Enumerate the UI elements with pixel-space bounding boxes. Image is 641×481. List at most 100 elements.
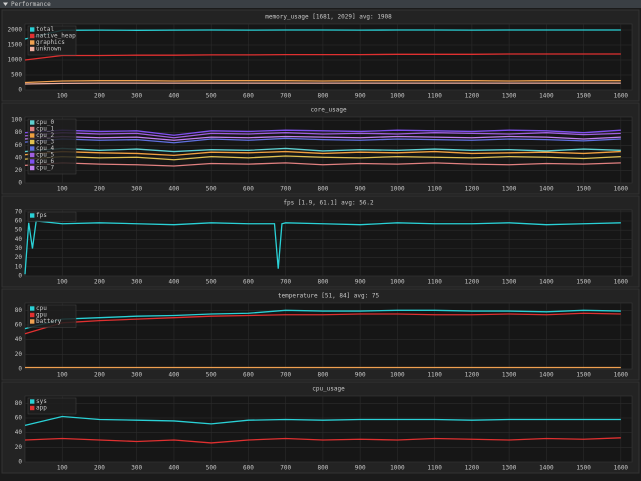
x-tick-label: 500 [206, 465, 217, 472]
legend-swatch [30, 319, 35, 324]
x-tick-label: 1100 [427, 93, 442, 100]
legend-swatch [30, 133, 35, 138]
x-tick-label: 1200 [465, 372, 480, 379]
y-tick-label: 0 [18, 180, 22, 187]
x-tick-label: 1300 [502, 465, 517, 472]
x-tick-label: 700 [280, 186, 291, 193]
x-tick-label: 1300 [502, 93, 517, 100]
legend-swatch [30, 126, 35, 132]
legend-label: unknown [36, 46, 62, 53]
x-tick-label: 300 [131, 279, 142, 286]
x-tick-label: 500 [206, 372, 217, 379]
legend-swatch [30, 159, 35, 164]
y-tick-label: 0 [18, 459, 22, 466]
x-tick-label: 1400 [539, 372, 554, 379]
legend-box [27, 118, 77, 175]
series-line [24, 162, 621, 167]
legend-swatch [30, 213, 35, 218]
legend-swatch [30, 40, 35, 45]
x-tick-label: 1100 [427, 372, 442, 379]
series-line [24, 129, 621, 136]
x-tick-label: 400 [169, 93, 180, 100]
header-bar[interactable] [0, 0, 641, 8]
x-tick-label: 600 [243, 93, 254, 100]
series-line [24, 132, 621, 139]
x-tick-label: 1400 [539, 186, 554, 193]
legend-box [27, 25, 77, 56]
x-tick-label: 400 [169, 372, 180, 379]
y-tick-label: 60 [15, 322, 23, 329]
y-tick-label: 80 [15, 307, 23, 314]
x-tick-label: 1300 [502, 279, 517, 286]
x-tick-label: 1500 [576, 279, 591, 286]
legend-label: cpu_6 [36, 158, 54, 165]
x-tick-label: 700 [280, 279, 291, 286]
x-tick-label: 300 [131, 186, 142, 193]
legend-label: app [36, 405, 47, 412]
x-tick-label: 1500 [576, 186, 591, 193]
x-tick-label: 1600 [614, 372, 629, 379]
x-tick-label: 800 [317, 372, 328, 379]
legend-box [27, 211, 77, 222]
x-tick-label: 1400 [539, 93, 554, 100]
y-tick-label: 80 [15, 129, 23, 136]
y-tick-label: 40 [15, 236, 23, 243]
legend-label: cpu_1 [36, 126, 54, 133]
x-tick-label: 200 [94, 93, 105, 100]
x-tick-label: 200 [94, 279, 105, 286]
x-tick-label: 200 [94, 372, 105, 379]
legend-swatch [30, 46, 35, 52]
x-tick-label: 900 [355, 93, 366, 100]
legend-label: gpu [36, 312, 47, 319]
series-line [24, 135, 621, 141]
x-tick-label: 1200 [465, 186, 480, 193]
x-tick-label: 1100 [427, 465, 442, 472]
x-tick-label: 1600 [614, 186, 629, 193]
y-tick-label: 1500 [8, 42, 23, 49]
chart-title: fps [1.9, 61.1] avg: 56.2 [283, 200, 374, 207]
legend-label: cpu_0 [36, 119, 54, 126]
series-line [24, 415, 621, 426]
series-line [24, 82, 621, 85]
y-tick-label: 50 [15, 227, 23, 234]
legend-box [27, 397, 77, 415]
x-tick-label: 1000 [390, 93, 405, 100]
y-tick-label: 60 [15, 142, 23, 149]
series-line [24, 155, 621, 161]
x-tick-label: 100 [57, 372, 68, 379]
y-tick-label: 20 [15, 167, 23, 174]
y-tick-label: 30 [15, 245, 23, 252]
legend-label: native_heap [36, 33, 76, 40]
x-tick-label: 1600 [614, 465, 629, 472]
x-tick-label: 1000 [390, 279, 405, 286]
legend-swatch [30, 399, 35, 404]
x-tick-label: 400 [169, 186, 180, 193]
series-line [24, 150, 621, 156]
x-tick-label: 600 [243, 279, 254, 286]
series-line [24, 312, 621, 335]
series-line [24, 80, 621, 84]
legend-label: battery [36, 318, 62, 325]
x-tick-label: 1400 [539, 279, 554, 286]
x-tick-label: 1200 [465, 93, 480, 100]
y-tick-label: 20 [15, 254, 23, 261]
x-tick-label: 500 [206, 186, 217, 193]
x-tick-label: 1400 [539, 465, 554, 472]
legend-swatch [30, 120, 35, 125]
x-tick-label: 700 [280, 372, 291, 379]
x-tick-label: 400 [169, 279, 180, 286]
y-tick-label: 0 [18, 273, 22, 280]
legend-label: sys [36, 398, 47, 405]
legend-swatch [30, 27, 35, 32]
legend-swatch [30, 306, 35, 311]
legend-label: cpu_3 [36, 139, 54, 146]
collapse-arrow[interactable] [3, 2, 8, 7]
x-tick-label: 500 [206, 279, 217, 286]
y-tick-label: 40 [15, 154, 23, 161]
x-tick-label: 100 [57, 465, 68, 472]
x-tick-label: 500 [206, 93, 217, 100]
y-tick-label: 60 [15, 415, 23, 422]
legend-label: cpu [36, 305, 47, 312]
y-tick-label: 80 [15, 400, 23, 407]
